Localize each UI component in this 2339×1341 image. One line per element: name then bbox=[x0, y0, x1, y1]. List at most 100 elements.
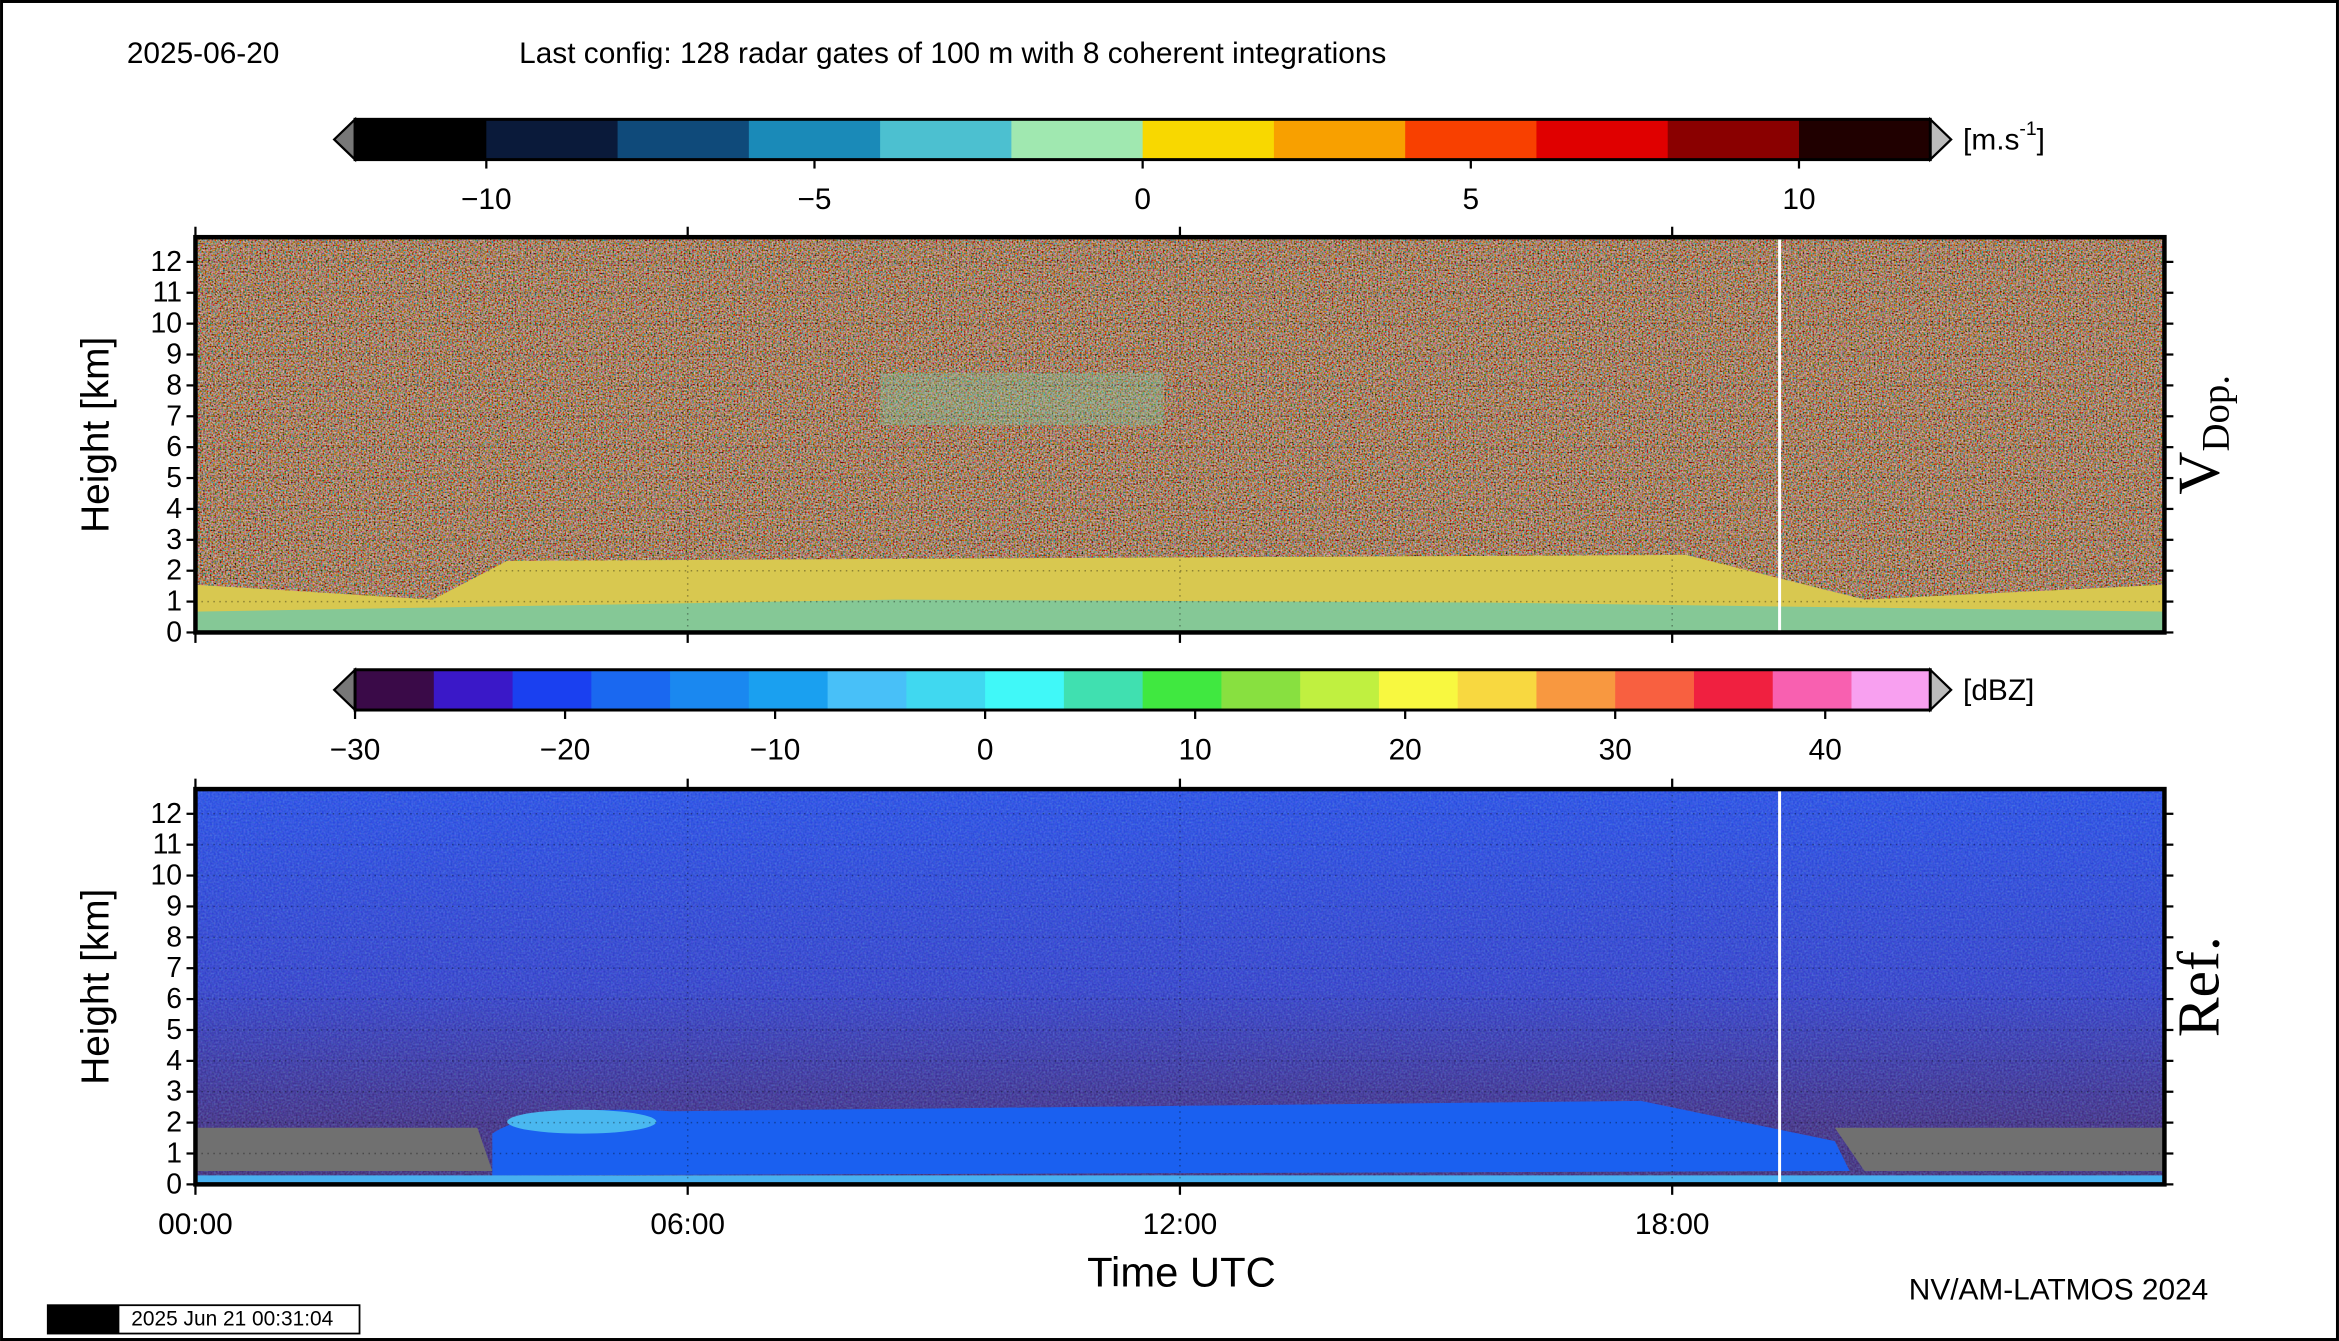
side-label-main: Ref. bbox=[2165, 936, 2231, 1037]
config: Last config: 128 radar gates of 100 m wi… bbox=[519, 37, 1386, 70]
y-tick-label: 10 bbox=[151, 860, 183, 892]
colorbar-cell bbox=[748, 669, 829, 711]
unit-part: [dBZ] bbox=[1963, 674, 2034, 707]
colorbar-cell bbox=[1851, 669, 1931, 711]
colorbar-arrow bbox=[1929, 116, 1953, 163]
credit: NV/AM-LATMOS 2024 bbox=[1909, 1274, 2208, 1307]
y-tick-label: 5 bbox=[166, 462, 182, 494]
colorbar-cell bbox=[617, 119, 750, 160]
colorbar-cell bbox=[591, 669, 671, 711]
y-axis-label: Height [km] bbox=[75, 889, 118, 1085]
logo-box bbox=[47, 1305, 120, 1334]
colorbar-cell bbox=[748, 119, 881, 160]
x-tick-label: 18:00 bbox=[1635, 1208, 1710, 1241]
y-tick-label: 10 bbox=[151, 308, 183, 340]
plot-frame bbox=[193, 786, 2167, 1187]
colorbar-tick-label: 5 bbox=[1463, 183, 1480, 216]
colorbar-cell bbox=[1273, 119, 1406, 160]
logo: GMT bbox=[60, 1308, 107, 1331]
colorbar-unit: [dBZ] bbox=[1963, 674, 2034, 707]
y-tick-label: 11 bbox=[153, 277, 182, 309]
x-axis-label: Time UTC bbox=[1087, 1248, 1276, 1295]
y-tick-label: 9 bbox=[166, 890, 182, 922]
colorbar-tick-label: 0 bbox=[977, 734, 994, 767]
colorbar-cell bbox=[1536, 119, 1669, 160]
y-tick-label: 5 bbox=[166, 1014, 182, 1046]
colorbar-cell bbox=[880, 119, 1013, 160]
y-tick-label: 1 bbox=[166, 586, 182, 618]
colorbar-cell bbox=[1300, 669, 1380, 711]
colorbar-cell bbox=[1798, 119, 1931, 160]
plot-frame bbox=[193, 234, 2167, 635]
doppler-image bbox=[195, 237, 2165, 633]
colorbar-tick-label: −20 bbox=[540, 734, 591, 767]
colorbar-cell bbox=[906, 669, 986, 711]
colorbar-cell bbox=[1772, 669, 1853, 711]
y-tick-label: 11 bbox=[153, 829, 182, 861]
colorbar-tick-label: −10 bbox=[461, 183, 512, 216]
colorbar-cell bbox=[1221, 669, 1301, 711]
side-label-sub: Dop. bbox=[2195, 375, 2238, 451]
side-label: Ref. bbox=[2165, 936, 2231, 1037]
side-label-main: V bbox=[2165, 451, 2231, 494]
x-tick-label: 12:00 bbox=[1143, 1208, 1218, 1241]
y-tick-label: 6 bbox=[166, 431, 182, 463]
colorbar-cell bbox=[1615, 669, 1695, 711]
y-tick-label: 12 bbox=[151, 798, 183, 830]
colorbar-cell bbox=[355, 119, 488, 160]
x-tick-label: 00:00 bbox=[158, 1208, 233, 1241]
y-tick-label: 1 bbox=[166, 1137, 182, 1169]
colorbar-tick-label: −30 bbox=[330, 734, 381, 767]
unit-part: -1 bbox=[2019, 118, 2036, 140]
colorbar-cell bbox=[985, 669, 1065, 711]
colorbar-tick-label: −5 bbox=[797, 183, 831, 216]
unit-part: [m.s bbox=[1963, 124, 2019, 157]
y-tick-label: 2 bbox=[166, 555, 182, 587]
y-tick-label: 4 bbox=[166, 1045, 182, 1077]
y-tick-label: 0 bbox=[166, 616, 182, 648]
unit-part: ] bbox=[2037, 124, 2045, 157]
x-tick-label: 06:00 bbox=[650, 1208, 725, 1241]
colorbar-tick-label: 30 bbox=[1599, 734, 1632, 767]
colorbar-cell bbox=[1011, 119, 1144, 160]
colorbar-tick-label: 40 bbox=[1809, 734, 1842, 767]
colorbar-cell bbox=[1457, 669, 1538, 711]
y-tick-label: 7 bbox=[166, 400, 182, 432]
y-tick-label: 9 bbox=[166, 339, 182, 371]
colorbar-tick-label: 20 bbox=[1389, 734, 1422, 767]
colorbar-tick-label: 10 bbox=[1179, 734, 1212, 767]
y-tick-label: 6 bbox=[166, 983, 182, 1015]
colorbar-cell bbox=[512, 669, 593, 711]
colorbar-cell bbox=[670, 669, 750, 711]
stamp: 2025 Jun 21 00:31:04 bbox=[131, 1308, 333, 1331]
y-tick-label: 8 bbox=[166, 921, 182, 953]
colorbar-cell bbox=[1693, 669, 1774, 711]
colorbar-cell bbox=[486, 119, 619, 160]
colorbar-cell bbox=[1063, 669, 1144, 711]
colorbar-cell bbox=[1142, 669, 1223, 711]
colorbar-cell bbox=[1667, 119, 1800, 160]
colorbar-tick-label: −10 bbox=[750, 734, 801, 767]
y-tick-label: 4 bbox=[166, 493, 182, 525]
colorbar-cell bbox=[433, 669, 514, 711]
colorbar-cell bbox=[355, 669, 435, 711]
y-tick-label: 2 bbox=[166, 1107, 182, 1139]
colorbar-unit: [m.s-1] bbox=[1963, 118, 2045, 157]
colorbar-tick-label: 10 bbox=[1782, 183, 1815, 216]
y-tick-label: 0 bbox=[166, 1168, 182, 1200]
y-tick-label: 3 bbox=[166, 1076, 182, 1108]
colorbar-cell bbox=[1142, 119, 1275, 160]
y-tick-label: 7 bbox=[166, 952, 182, 984]
colorbar-arrow bbox=[1929, 667, 1953, 713]
colorbar-tick-label: 0 bbox=[1134, 183, 1151, 216]
colorbar-cell bbox=[827, 669, 908, 711]
reflectivity-image bbox=[195, 789, 2165, 1185]
colorbar-cell bbox=[1378, 669, 1459, 711]
y-axis-label: Height [km] bbox=[75, 337, 118, 533]
colorbar-arrow bbox=[332, 667, 357, 713]
side-label: VDop. bbox=[2165, 375, 2237, 495]
colorbar-cell bbox=[1405, 119, 1538, 160]
